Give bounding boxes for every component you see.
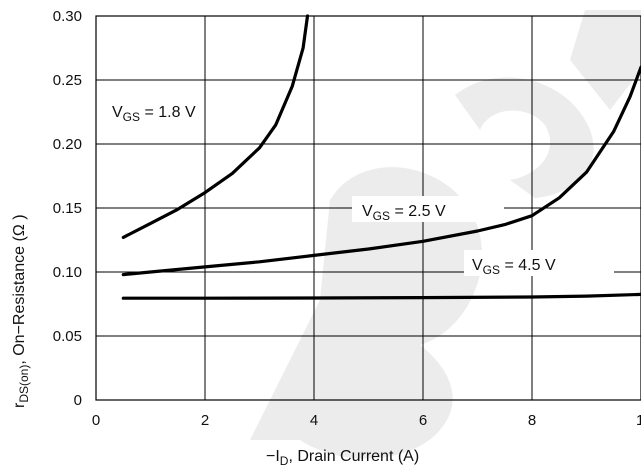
series-line-1 <box>121 65 641 277</box>
x-tick-label: 8 <box>528 412 536 429</box>
y-tick-label: 0.10 <box>53 264 82 281</box>
x-tick-label: 0 <box>92 412 100 429</box>
y-tick-label: 0 <box>74 392 82 409</box>
plot-frame <box>95 15 641 401</box>
watermark <box>250 10 641 459</box>
y-axis-label: rDS(on), On−Resistance (Ω ) <box>11 214 31 408</box>
series-label-vgs-4-5: VGS = 4.5 V <box>472 257 556 277</box>
series-line-0 <box>121 14 310 239</box>
x-tick-label: 6 <box>419 412 427 429</box>
series-line-2 <box>121 292 641 300</box>
x-axis-label: −ID, Drain Current (A) <box>266 448 419 467</box>
x-tick-label: 1 <box>636 412 641 429</box>
series-labels: VGS = 1.8 V VGS = 2.5 V VGS = 4.5 V <box>112 104 614 277</box>
x-tick-label: 2 <box>201 412 209 429</box>
y-tick-label: 0.25 <box>53 72 82 89</box>
y-tick-label: 0.15 <box>53 200 82 217</box>
series-lines <box>121 14 641 300</box>
series-label-background <box>352 196 504 222</box>
watermark-shape <box>570 10 641 110</box>
x-tick-label: 4 <box>310 412 318 429</box>
watermark-shape <box>455 77 594 198</box>
y-tick-label: 0.20 <box>53 136 82 153</box>
x-axis-ticks: 0 2 4 6 8 1 <box>92 412 641 429</box>
series-label-vgs-2-5: VGS = 2.5 V <box>362 203 446 223</box>
series-label-background <box>464 250 614 276</box>
series-label-vgs-1-8: VGS = 1.8 V <box>112 104 196 124</box>
y-tick-label: 0.05 <box>53 328 82 345</box>
y-axis-ticks: 0 0.05 0.10 0.15 0.20 0.25 0.30 <box>53 8 82 409</box>
y-tick-label: 0.30 <box>53 8 82 25</box>
